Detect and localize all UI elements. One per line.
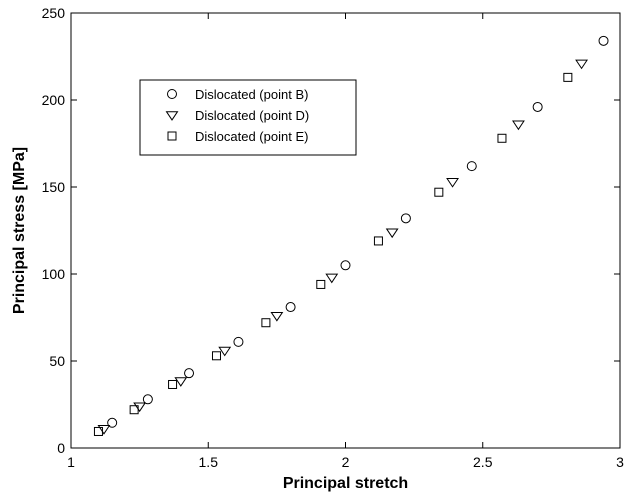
data-point-square — [93, 426, 103, 436]
legend: Dislocated (point B) Dislocated (point D)… — [139, 79, 357, 156]
data-markers — [93, 35, 609, 436]
data-point-circle — [107, 417, 118, 428]
data-point-triangle-down — [218, 346, 232, 357]
data-point-circle — [340, 260, 351, 271]
y-axis-label: Principal stress [MPa] — [11, 147, 28, 314]
data-point-triangle-down — [97, 425, 111, 435]
data-point-circle — [532, 101, 543, 112]
data-point-square — [373, 236, 383, 246]
data-point-square — [261, 318, 271, 328]
axis-ticks: 1 1.5 2 2.5 3 0 50 100 150 200 250 — [42, 5, 624, 470]
legend-entry-label: Dislocated (point D) — [195, 108, 309, 123]
y-tick-label: 250 — [42, 5, 66, 21]
data-point-square — [211, 351, 221, 361]
data-point-triangle-down — [575, 59, 589, 70]
data-point-triangle-down — [512, 120, 525, 131]
data-point-circle — [233, 336, 244, 347]
x-tick-label: 1.5 — [199, 454, 219, 470]
data-point-triangle-down — [270, 311, 284, 322]
data-point-square — [497, 133, 507, 143]
legend-marker-circle — [167, 89, 177, 99]
data-point-triangle-down — [133, 402, 147, 413]
legend-entry-label: Dislocated (point E) — [195, 129, 308, 144]
data-point-square — [316, 279, 326, 289]
y-tick-label: 200 — [42, 92, 66, 108]
legend-marker-square — [167, 131, 177, 141]
plot-area — [70, 12, 621, 449]
data-point-square — [168, 379, 178, 389]
x-tick-label: 3 — [616, 454, 624, 470]
x-tick-label: 2.5 — [473, 454, 493, 470]
x-tick-label: 1 — [67, 454, 75, 470]
data-point-triangle-down — [325, 273, 339, 284]
y-tick-label: 0 — [57, 440, 65, 456]
data-point-circle — [598, 35, 609, 46]
data-point-circle — [466, 161, 477, 172]
y-tick-label: 50 — [49, 353, 65, 369]
data-point-circle — [142, 394, 153, 405]
x-tick-label: 2 — [342, 454, 350, 470]
legend-marker-triangle-down — [165, 111, 179, 121]
data-point-square — [129, 405, 139, 415]
data-point-circle — [285, 302, 296, 313]
data-point-triangle-down — [174, 377, 188, 387]
data-point-circle — [400, 213, 411, 224]
data-point-triangle-down — [385, 228, 399, 239]
y-tick-label: 150 — [42, 179, 66, 195]
legend-entry-label: Dislocated (point B) — [195, 87, 308, 102]
data-point-circle — [184, 368, 195, 379]
data-point-square — [434, 187, 444, 197]
y-tick-label: 100 — [42, 266, 66, 282]
x-axis-label: Principal stretch — [283, 475, 408, 492]
data-point-square — [563, 72, 573, 82]
data-point-triangle-down — [446, 177, 459, 188]
